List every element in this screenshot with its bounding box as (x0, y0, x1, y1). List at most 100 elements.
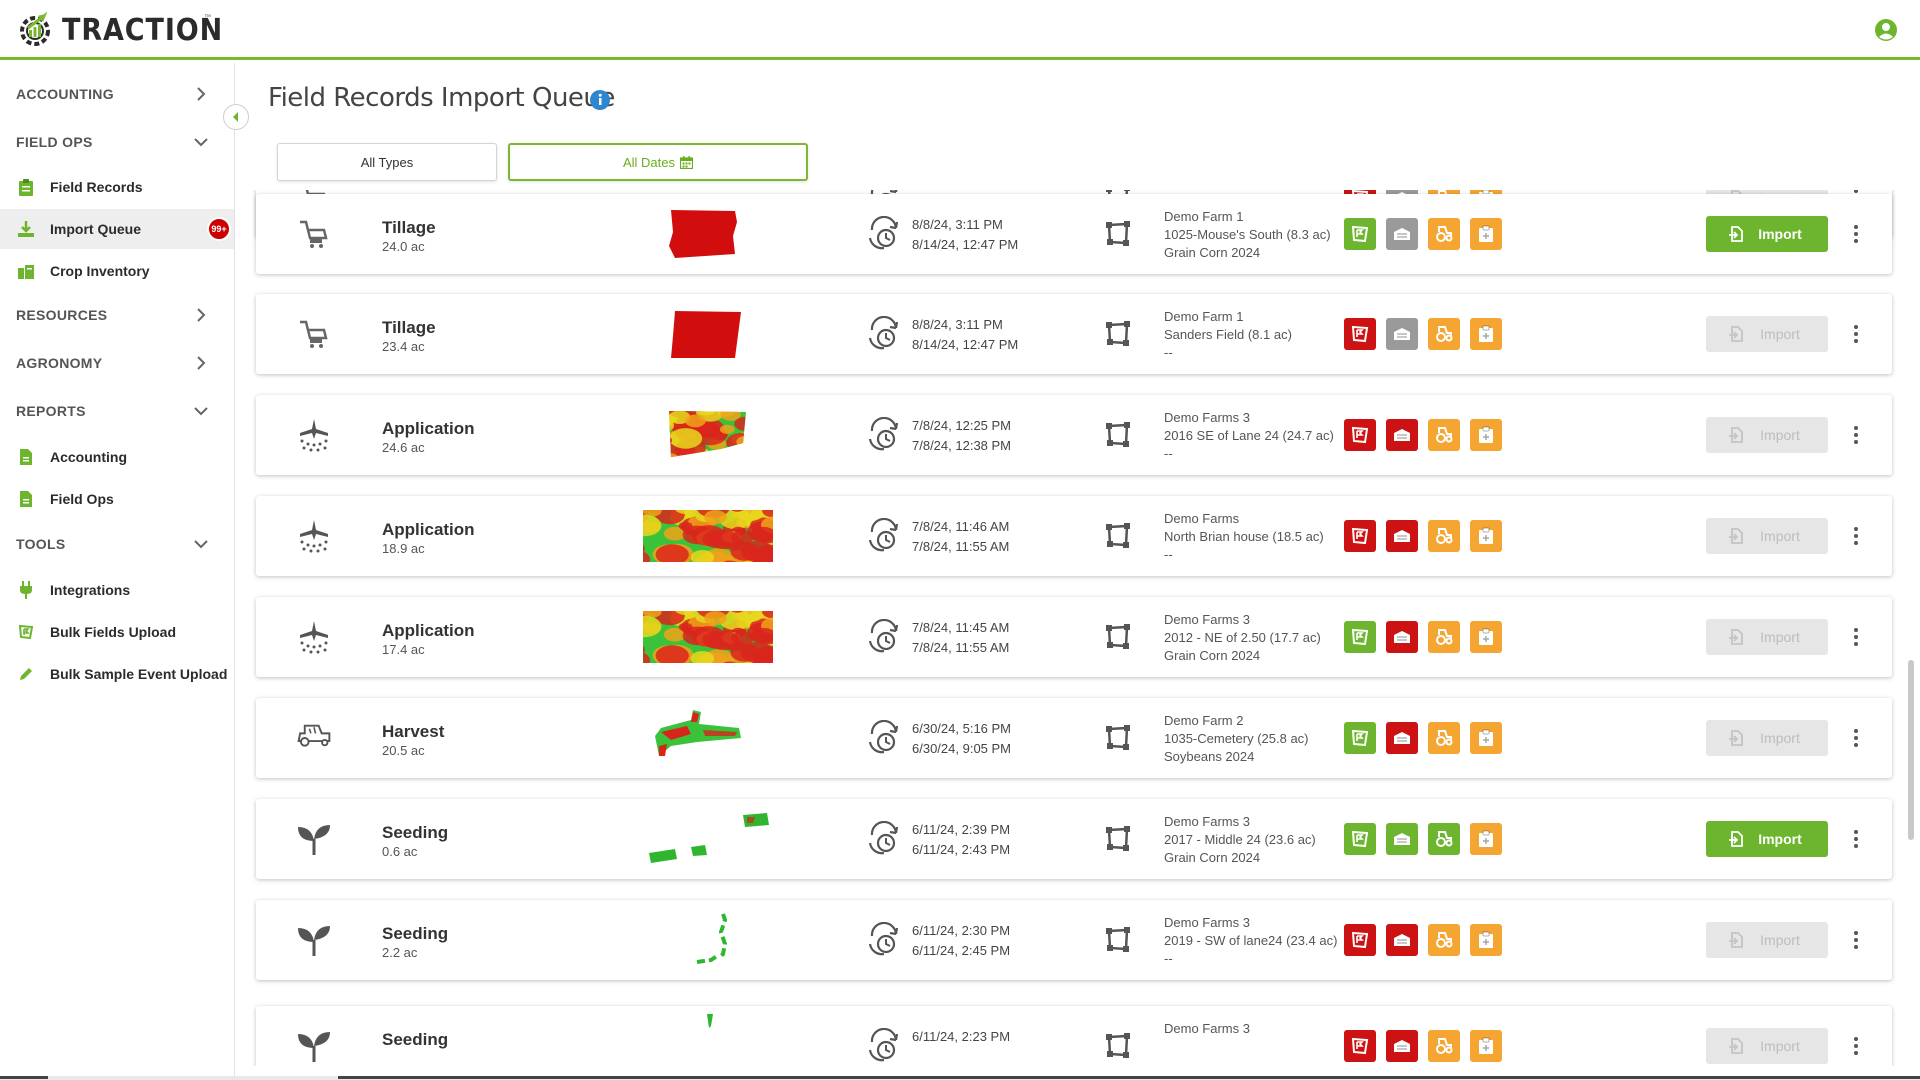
coverage-map-thumbnail[interactable] (631, 302, 781, 366)
coverage-map-thumbnail[interactable] (631, 605, 781, 669)
equipment-button[interactable] (1428, 621, 1460, 653)
record-card[interactable]: Application 18.9 ac 7/8/24, 11:46 AM 7/8/24… (256, 496, 1892, 576)
more-options-icon[interactable] (1850, 926, 1862, 954)
record-card[interactable]: Harvest 20.5 ac 6/30/24, 5:16 PM 6/30/24, 9… (256, 698, 1892, 778)
coverage-map-thumbnail[interactable] (631, 807, 781, 871)
import-button[interactable]: Import (1706, 216, 1828, 252)
product-button[interactable] (1470, 520, 1502, 552)
info-icon[interactable] (590, 90, 610, 110)
more-options-icon[interactable] (1850, 724, 1862, 752)
date-filter-button[interactable]: All Dates (508, 143, 808, 181)
crop-season-button[interactable] (1386, 1030, 1418, 1062)
equipment-button[interactable] (1428, 318, 1460, 350)
user-account-icon[interactable] (1874, 18, 1898, 42)
field-match-button[interactable] (1344, 823, 1376, 855)
sidebar-section-agronomy[interactable]: AGRONOMY (16, 351, 211, 375)
type-filter-button[interactable]: All Types (277, 143, 497, 181)
equipment-button[interactable] (1428, 924, 1460, 956)
import-button[interactable]: Import (1706, 417, 1828, 453)
sidebar-section-tools[interactable]: TOOLS (16, 532, 211, 556)
sidebar-section-resources[interactable]: RESOURCES (16, 303, 211, 327)
record-card[interactable]: Tillage 24.0 ac 8/8/24, 3:11 PM 8/14/24, 12… (256, 194, 1892, 274)
product-button[interactable] (1470, 722, 1502, 754)
scrollbar-track[interactable] (1908, 190, 1916, 1066)
record-card[interactable]: Seeding 2.2 ac 6/11/24, 2:30 PM 6/11/24, 2:… (256, 900, 1892, 980)
field-match-button[interactable] (1344, 218, 1376, 250)
collapse-sidebar-button[interactable] (223, 104, 249, 130)
field-match-button[interactable] (1344, 722, 1376, 754)
type-filter-label: All Types (360, 154, 414, 170)
sidebar-item-reports-field-ops[interactable]: Field Ops (0, 479, 234, 519)
product-button[interactable] (1470, 823, 1502, 855)
crop-season-button[interactable] (1386, 924, 1418, 956)
crop-season-button[interactable] (1386, 218, 1418, 250)
coverage-map-thumbnail[interactable] (631, 504, 781, 568)
sidebar-item-bulk-sample-event-upload[interactable]: Bulk Sample Event Upload (0, 654, 234, 694)
more-options-icon[interactable] (1850, 220, 1862, 248)
sidebar-item-reports-accounting[interactable]: Accounting (0, 437, 234, 477)
record-card[interactable]: Application 17.4 ac 7/8/24, 11:45 AM 7/8/24… (256, 597, 1892, 677)
import-button[interactable]: Import (1706, 720, 1828, 756)
scrollbar-thumb[interactable] (1908, 660, 1914, 840)
import-button[interactable]: Import (1706, 922, 1828, 958)
crop-season-button[interactable] (1386, 621, 1418, 653)
record-card[interactable]: Application 24.6 ac 7/8/24, 12:25 PM 7/8/24… (256, 395, 1892, 475)
product-button[interactable] (1470, 419, 1502, 451)
sidebar-item-field-records[interactable]: Field Records (0, 167, 234, 207)
coverage-map-thumbnail[interactable] (631, 706, 781, 770)
crop-season-button[interactable] (1386, 823, 1418, 855)
import-button[interactable]: Import (1706, 1028, 1828, 1064)
sidebar-section-field-ops[interactable]: FIELD OPS (16, 130, 211, 154)
import-button[interactable]: Import (1706, 619, 1828, 655)
equipment-button[interactable] (1428, 1030, 1460, 1062)
field-match-button[interactable] (1344, 924, 1376, 956)
traction-logo[interactable]: TRACTION ™ (18, 10, 241, 50)
equipment-button[interactable] (1428, 419, 1460, 451)
product-button[interactable] (1470, 924, 1502, 956)
import-button[interactable]: Import (1706, 316, 1828, 352)
sidebar-item-import-queue[interactable]: Import Queue (0, 209, 234, 249)
more-options-icon[interactable] (1850, 522, 1862, 550)
record-card[interactable]: Tillage 23.4 ac 8/8/24, 3:11 PM 8/14/24, 12… (256, 294, 1892, 374)
field-match-button[interactable] (1344, 520, 1376, 552)
coverage-map-thumbnail[interactable] (631, 202, 781, 266)
record-card[interactable]: Seeding 0.6 ac 6/11/24, 2:39 PM 6/11/24, 2:… (256, 799, 1892, 879)
crop-season-icon (1393, 830, 1411, 848)
field-name: 2012 - NE of 2.50 (17.7 ac) (1164, 630, 1321, 645)
coverage-map-thumbnail[interactable] (631, 908, 781, 972)
crop-season-button[interactable] (1386, 318, 1418, 350)
more-options-icon[interactable] (1850, 623, 1862, 651)
import-button[interactable]: Import (1706, 518, 1828, 554)
import-label: Import (1758, 226, 1802, 242)
equipment-button[interactable] (1428, 218, 1460, 250)
equipment-button[interactable] (1428, 520, 1460, 552)
field-match-button[interactable] (1344, 318, 1376, 350)
more-options-icon[interactable] (1850, 421, 1862, 449)
crop-season-button[interactable] (1386, 722, 1418, 754)
sidebar-section-reports[interactable]: REPORTS (16, 399, 211, 423)
sidebar-item-bulk-fields-upload[interactable]: Bulk Fields Upload (0, 612, 234, 652)
file-import-icon (1729, 226, 1743, 242)
field-match-button[interactable] (1344, 621, 1376, 653)
coverage-map-thumbnail[interactable] (631, 403, 781, 467)
product-button[interactable] (1470, 218, 1502, 250)
coverage-map-thumbnail[interactable] (631, 1014, 781, 1066)
sidebar-section-accounting[interactable]: ACCOUNTING (16, 82, 211, 106)
sidebar-item-crop-inventory[interactable]: Crop Inventory (0, 251, 234, 291)
crop-season-button[interactable] (1386, 520, 1418, 552)
equipment-button[interactable] (1428, 823, 1460, 855)
more-options-icon[interactable] (1850, 825, 1862, 853)
sidebar-item-integrations[interactable]: Integrations (0, 570, 234, 610)
more-options-icon[interactable] (1850, 320, 1862, 348)
import-button[interactable]: Import (1706, 821, 1828, 857)
record-card[interactable]: Seeding 6/11/24, 2:23 PM Demo Farms 3 Impor… (256, 1006, 1892, 1066)
field-match-button[interactable] (1344, 1030, 1376, 1062)
field-match-button[interactable] (1344, 419, 1376, 451)
equipment-button[interactable] (1428, 722, 1460, 754)
horizontal-scrollbar[interactable] (0, 1076, 1920, 1080)
product-button[interactable] (1470, 318, 1502, 350)
more-options-icon[interactable] (1850, 1032, 1862, 1060)
product-button[interactable] (1470, 621, 1502, 653)
product-button[interactable] (1470, 1030, 1502, 1062)
crop-season-button[interactable] (1386, 419, 1418, 451)
